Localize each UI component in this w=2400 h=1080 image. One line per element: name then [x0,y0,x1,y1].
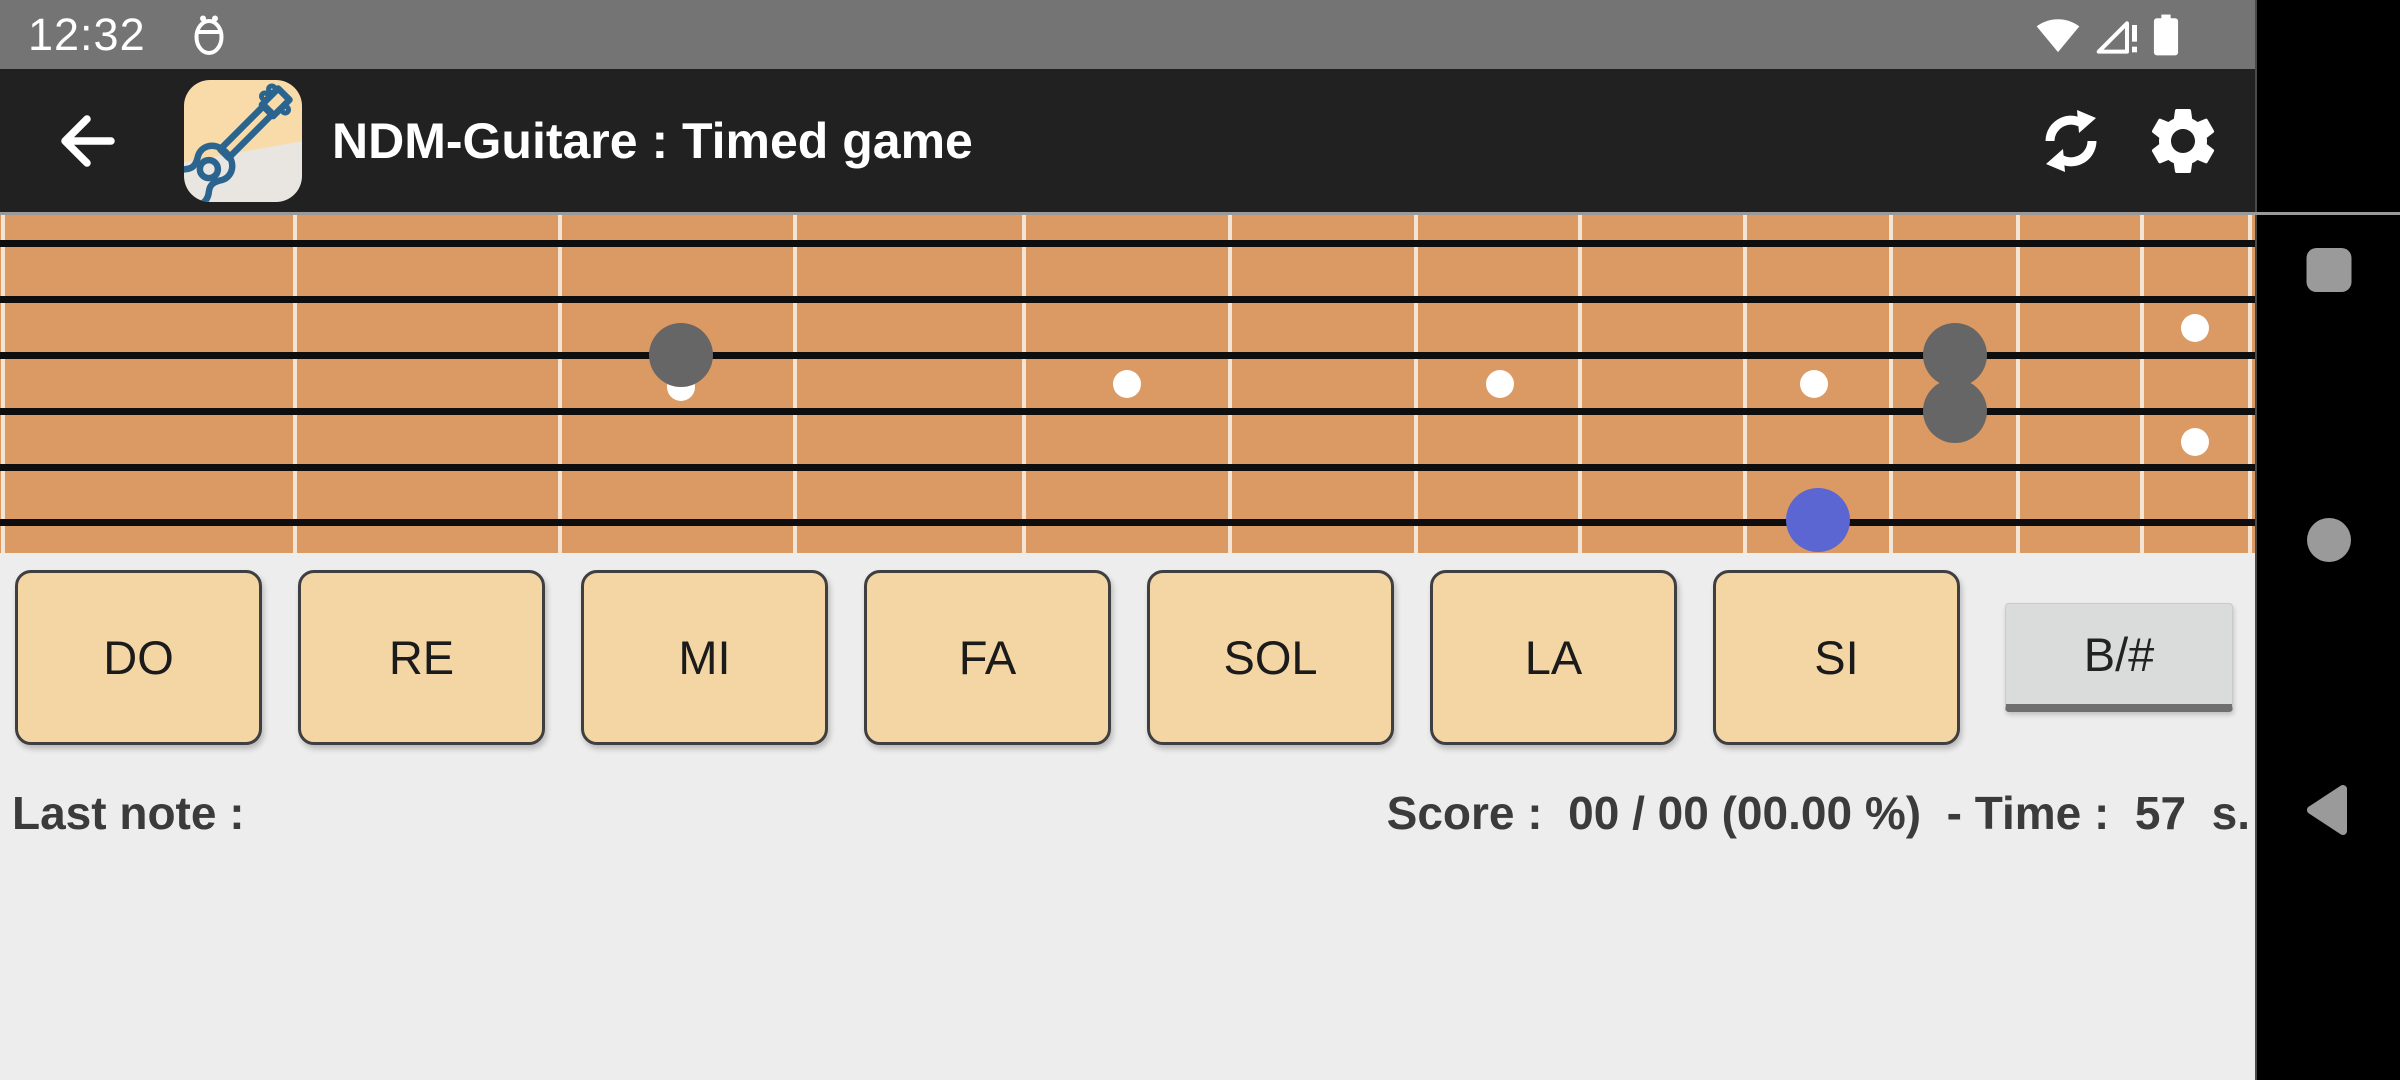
guitar-string [0,296,2255,303]
refresh-button[interactable] [2029,99,2113,183]
fret-line [793,215,797,553]
app-bar: NDM-Guitare : Timed game [0,69,2255,213]
gear-icon [2151,109,2215,173]
last-note-label: Last note : [12,787,245,839]
status-right-icons [2035,14,2179,56]
guitar-string [0,464,2255,471]
guitar-string [0,240,2255,247]
fret-marker-dot [1800,370,1828,398]
fret-line [1022,215,1026,553]
fret-line [2140,215,2144,553]
played-note-dot [1923,323,1987,387]
note-button-si[interactable]: SI [1713,570,1960,745]
signal-alert-icon [2096,20,2137,54]
back-arrow-icon [61,115,115,167]
app-guitar-icon [184,80,302,202]
fret-line [1,215,5,553]
home-circle-icon[interactable] [2306,518,2351,562]
refresh-icon [2045,110,2097,172]
fret-line [2248,215,2252,553]
fret-line [1228,215,1232,553]
wifi-icon [2036,18,2080,52]
note-button-la[interactable]: LA [1430,570,1677,745]
played-note-dot [649,323,713,387]
note-button-mi[interactable]: MI [581,570,828,745]
guitar-fretboard [0,215,2255,553]
battery-icon [2153,14,2179,55]
guitar-string [0,519,2255,526]
back-triangle-icon[interactable] [2303,784,2355,836]
page-title: NDM-Guitare : Timed game [332,113,973,169]
status-bar: 12:32 [0,0,2255,69]
note-button-fa[interactable]: FA [864,570,1111,745]
flat-sharp-button[interactable]: B/# [2005,603,2233,712]
fret-marker-dot [1486,370,1514,398]
note-button-do[interactable]: DO [15,570,262,745]
fret-line [2016,215,2020,553]
fret-line [558,215,562,553]
bottom-status-row: Last note : Score : 00 / 00 (00.00 %) - … [0,786,2255,846]
score-time-text: Score : 00 / 00 (00.00 %) - Time : 57 s. [1386,787,2250,839]
fret-line [1889,215,1893,553]
note-button-re[interactable]: RE [298,570,545,745]
fret-line [1743,215,1747,553]
guitar-string [0,408,2255,415]
appbar-separator [0,212,2400,215]
settings-button[interactable] [2141,99,2225,183]
fret-line [1578,215,1582,553]
fret-marker-dot [1113,370,1141,398]
android-nav-bar [2255,0,2400,1080]
note-button-row: DO RE MI FA SOL LA SI [15,570,1960,745]
recents-square-icon[interactable] [2306,248,2351,292]
fret-line [1414,215,1418,553]
mouse-icon [192,14,226,56]
guitar-string [0,352,2255,359]
current-note-dot [1786,488,1850,552]
status-time: 12:32 [28,8,146,60]
back-button[interactable] [56,110,118,172]
fret-marker-dot [2181,428,2209,456]
fret-line [293,215,297,553]
played-note-dot [1923,379,1987,443]
fret-marker-dot [2181,314,2209,342]
note-button-sol[interactable]: SOL [1147,570,1394,745]
